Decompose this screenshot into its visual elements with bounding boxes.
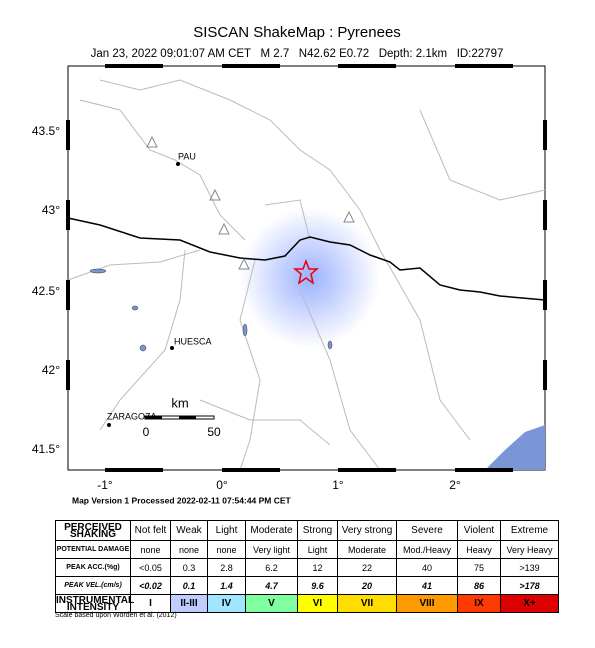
legend-row: POTENTIAL DAMAGE none none none Very light Li…	[55, 540, 559, 559]
legend-cell: VII	[337, 594, 397, 613]
intensity-legend: PERCEIVED SHAKING Not felt Weak Light Modera…	[55, 520, 559, 613]
legend-cell: 40	[396, 558, 458, 577]
legend-cell: 20	[337, 576, 397, 595]
legend-row: PERCEIVED SHAKING Not felt Weak Light Modera…	[55, 520, 559, 541]
lon-label: 0°	[216, 478, 228, 492]
subtitle: Jan 23, 2022 09:01:07 AM CET M 2.7 N42.6…	[91, 48, 504, 60]
legend-cell: 75	[457, 558, 501, 577]
scale-label: 0	[143, 425, 150, 439]
row-label: PERCEIVED SHAKING	[55, 520, 131, 541]
legend-cell: >139	[500, 558, 559, 577]
legend-cell: 0.1	[170, 576, 208, 595]
lat-label: 43.5°	[32, 124, 60, 138]
lon-label: -1°	[97, 478, 113, 492]
city-label: PAU	[178, 151, 196, 161]
lon-label: 1°	[332, 478, 344, 492]
legend-cell: IX	[457, 594, 501, 613]
legend-cell: none	[207, 540, 246, 559]
row-label: POTENTIAL DAMAGE	[55, 540, 131, 559]
legend-cell: Mod./Heavy	[396, 540, 458, 559]
legend-cell: none	[130, 540, 171, 559]
city-label: HUESCA	[174, 336, 212, 346]
legend-cell: Light	[207, 520, 246, 541]
legend-cell: 12	[297, 558, 338, 577]
legend-cell: 4.7	[245, 576, 298, 595]
footer: Scale based upon Worden et al. (2012)	[55, 612, 177, 619]
legend-cell: V	[245, 594, 298, 613]
legend-cell: 86	[457, 576, 501, 595]
legend-cell: 9.6	[297, 576, 338, 595]
legend-cell: Very strong	[337, 520, 397, 541]
legend-cell: Extreme	[500, 520, 559, 541]
legend-cell: X+	[500, 594, 559, 613]
legend-cell: none	[170, 540, 208, 559]
legend-cell: 0.3	[170, 558, 208, 577]
lat-label: 42°	[42, 363, 60, 377]
lat-label: 42.5°	[32, 284, 60, 298]
legend-cell: Moderate	[245, 520, 298, 541]
legend-cell: Weak	[170, 520, 208, 541]
map-version: Map Version 1 Processed 2022-02-11 07:54…	[72, 495, 292, 505]
scale-label: 50	[207, 425, 221, 439]
legend-row: PEAK ACC.(%g) <0.05 0.3 2.8 6.2 12 22 40 75 >139	[55, 558, 559, 577]
lat-label: 41.5°	[32, 442, 60, 456]
lon-label: 2°	[449, 478, 461, 492]
legend-cell: 6.2	[245, 558, 298, 577]
legend-cell: VIII	[396, 594, 458, 613]
legend-cell: Not felt	[130, 520, 171, 541]
legend-cell: VI	[297, 594, 338, 613]
row-label: PEAK VEL.(cm/s)	[55, 576, 131, 595]
legend-cell: Very light	[245, 540, 298, 559]
row-label: INSTRUMENTAL INTENSITY	[55, 594, 135, 613]
legend-cell: Light	[297, 540, 338, 559]
legend-cell: <0.05	[130, 558, 171, 577]
map-figure: SISCAN ShakeMap : Pyrenees Jan 23, 2022 …	[32, 24, 547, 505]
legend-cell: <0.02	[130, 576, 171, 595]
scale-unit: km	[171, 395, 188, 410]
legend-row: PEAK VEL.(cm/s) <0.02 0.1 1.4 4.7 9.6 20 41 86 >1…	[55, 576, 559, 595]
legend-cell: Severe	[396, 520, 458, 541]
legend-cell: 1.4	[207, 576, 246, 595]
legend-cell: Heavy	[457, 540, 501, 559]
legend-cell: 41	[396, 576, 458, 595]
legend-cell: Violent	[457, 520, 501, 541]
lat-label: 43°	[42, 203, 60, 217]
legend-cell: I	[130, 594, 171, 613]
city-label: ZARAGOZA	[107, 411, 157, 421]
map-area: PAU HUESCA ZARAGOZA km 0 50	[66, 64, 547, 472]
legend-cell: >178	[500, 576, 559, 595]
title: SISCAN ShakeMap : Pyrenees	[193, 24, 401, 41]
legend-cell: IV	[207, 594, 246, 613]
legend-cell: Strong	[297, 520, 338, 541]
legend-cell: 2.8	[207, 558, 246, 577]
legend-row: INSTRUMENTAL INTENSITY I II-III IV V VI VII VII…	[55, 594, 559, 613]
legend-cell: Very Heavy	[500, 540, 559, 559]
row-label: PEAK ACC.(%g)	[55, 558, 131, 577]
legend-cell: Moderate	[337, 540, 397, 559]
legend-cell: 22	[337, 558, 397, 577]
legend-cell: II-III	[170, 594, 208, 613]
